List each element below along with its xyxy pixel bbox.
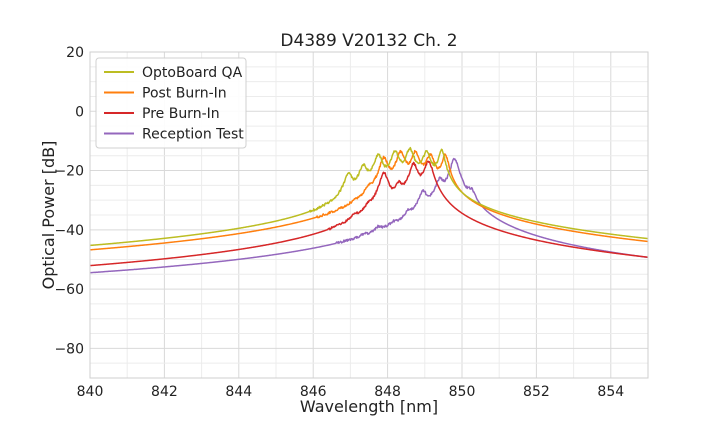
series-line-reception-test [90, 157, 648, 274]
x-tick-label: 840 [77, 384, 104, 400]
legend-label: Post Burn-In [142, 86, 227, 102]
series-line-pre-burn-in [90, 160, 648, 267]
legend-label: OptoBoard QA [142, 65, 243, 81]
x-tick-label: 844 [225, 384, 252, 400]
chart-title: D4389 V20132 Ch. 2 [280, 31, 457, 51]
x-axis-label: Wavelength [nm] [300, 397, 438, 416]
legend-box [95, 57, 247, 149]
x-tick-label: 848 [374, 384, 401, 400]
legend: OptoBoard QA Post Burn-In Pre Burn-In Recep… [95, 57, 247, 149]
y-axis-label: Optical Power [dB] [39, 141, 58, 290]
plot-frame [89, 51, 649, 379]
legend-label: Reception Test [142, 127, 244, 143]
x-tick-label: 842 [151, 384, 178, 400]
series-layer [90, 146, 648, 274]
x-tick-label: 850 [449, 384, 476, 400]
x-tick-labels: 840 842 844 846 848 850 852 854 [77, 384, 625, 400]
y-tick-label: −20 [54, 164, 84, 180]
legend-label: Pre Burn-In [142, 106, 220, 122]
y-tick-label: −80 [54, 341, 84, 357]
x-tick-label: 854 [597, 384, 624, 400]
y-tick-labels: 20 0 −20 −40 −60 −80 [54, 45, 84, 357]
x-tick-label: 852 [523, 384, 550, 400]
y-tick-label: 0 [75, 104, 84, 120]
x-tick-label: 846 [300, 384, 327, 400]
y-tick-label: −60 [54, 282, 84, 298]
y-tick-label: −40 [54, 223, 84, 239]
series-line-optoboard-qa [90, 146, 648, 247]
y-tick-label: 20 [66, 45, 84, 61]
series-line-post-burn-in [90, 149, 648, 251]
